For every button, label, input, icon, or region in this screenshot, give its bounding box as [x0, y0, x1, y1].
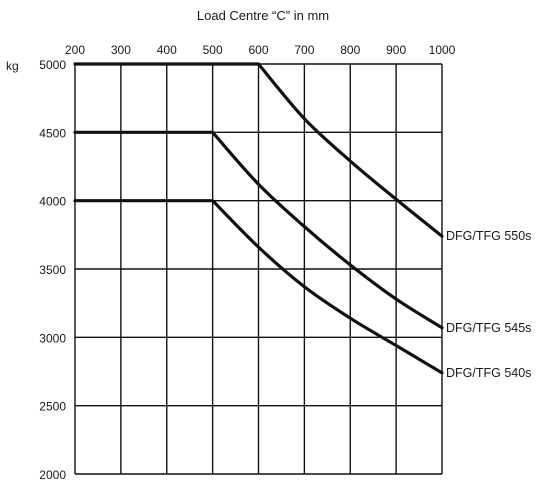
series-label: DFG/TFG 545s — [446, 321, 531, 335]
grid — [74, 63, 443, 475]
x-tick-label: 800 — [340, 43, 360, 57]
y-tick-label: 2500 — [39, 400, 66, 414]
y-tick-label: 4500 — [39, 126, 66, 140]
x-tick-label: 700 — [294, 43, 314, 57]
y-tick-label: 3000 — [39, 331, 66, 345]
y-tick-label: 4000 — [39, 195, 66, 209]
series-line — [73, 130, 444, 330]
x-tick-label: 600 — [248, 43, 268, 57]
y-tick-label: 5000 — [39, 58, 66, 72]
y-axis-ticks: 5000 4500 4000 3500 3000 2500 2000 — [39, 58, 66, 482]
series-label: DFG/TFG 540s — [446, 366, 531, 380]
series — [73, 62, 444, 375]
x-tick-label: 200 — [65, 43, 85, 57]
series-line — [73, 199, 444, 375]
x-tick-label: 400 — [157, 43, 177, 57]
series-labels: DFG/TFG 550s DFG/TFG 545s DFG/TFG 540s — [446, 229, 531, 380]
y-tick-label: 3500 — [39, 263, 66, 277]
series-line — [73, 62, 444, 238]
x-tick-label: 900 — [386, 43, 406, 57]
chart-title: Load Centre “C” in mm — [197, 8, 329, 23]
x-axis-ticks: 200 300 400 500 600 700 800 900 1000 — [65, 43, 456, 57]
x-tick-label: 300 — [111, 43, 131, 57]
y-tick-label: 2000 — [39, 468, 66, 482]
y-unit-label: kg — [6, 59, 19, 73]
series-label: DFG/TFG 550s — [446, 229, 531, 243]
x-tick-label: 1000 — [429, 43, 456, 57]
x-tick-label: 500 — [203, 43, 223, 57]
